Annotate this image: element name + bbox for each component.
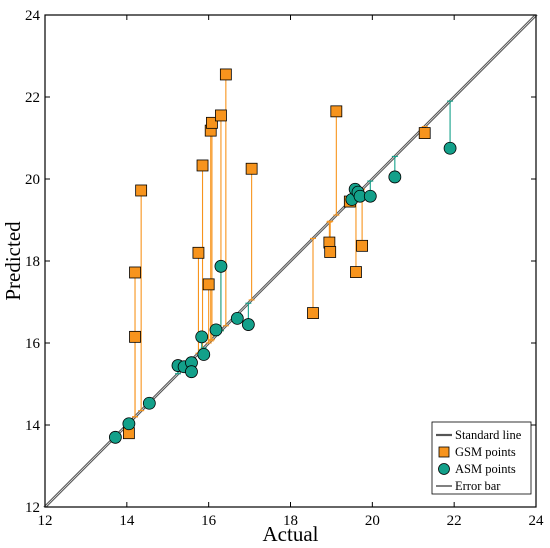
gsm-point [356,239,369,252]
x-tick-label: 12 [38,513,53,529]
asm-point [363,189,377,203]
asm-point [142,396,156,410]
asm-point [185,365,198,379]
gsm-point [219,68,232,81]
gsm-point [307,307,319,319]
gsm-points-series [122,68,431,440]
asm-point [241,318,255,331]
legend-asm-swatch [438,463,450,475]
legend-gsm-label: GSM points [455,445,516,459]
asm-point [388,170,402,184]
gsm-point [202,278,215,291]
x-tick-label: 14 [119,513,135,529]
x-axis-title: Actual [263,522,319,546]
y-tick-label: 12 [25,500,40,516]
gsm-point [324,246,337,258]
gsm-point [215,109,227,122]
asm-point [197,348,211,361]
gsm-point [129,266,141,279]
x-tick-label: 20 [365,513,380,529]
gsm-point [350,266,362,278]
legend-error-bar-label: Error bar [455,479,501,493]
asm-point [122,417,136,431]
asm-point [214,259,228,273]
gsm-point [135,184,148,197]
y-axis-title: Predicted [1,221,25,301]
x-tick-label: 16 [201,513,217,529]
y-tick-label: 16 [25,336,41,352]
y-tick-label: 18 [25,254,40,270]
error-bars [112,74,454,438]
y-tick-label: 20 [25,172,40,188]
asm-point [443,141,457,155]
gsm-point [206,116,218,129]
gsm-point [192,246,205,259]
gsm-point [245,162,258,175]
y-axis-ticks: 12 14 16 18 20 22 24 [25,8,536,516]
x-tick-label: 24 [529,513,545,529]
legend-asm-label: ASM points [455,462,516,476]
x-tick-label: 22 [447,513,462,529]
y-tick-label: 22 [25,90,40,106]
gsm-point [129,330,141,343]
asm-point [195,330,209,344]
gsm-point [196,159,209,172]
asm-points-series [108,141,457,444]
x-axis-ticks: 12 14 16 18 20 22 24 [38,15,545,529]
y-tick-label: 24 [25,8,41,24]
legend-gsm-swatch [438,446,450,458]
legend: Standard line GSM points ASM points Erro… [431,421,532,495]
legend-standard-line-label: Standard line [455,428,522,442]
y-tick-label: 14 [25,418,41,434]
gsm-point [418,127,431,139]
asm-point [209,323,223,337]
asm-point [108,430,122,444]
x-tick-label: 18 [283,513,298,529]
gsm-point [330,105,343,118]
asm-point [230,311,244,325]
